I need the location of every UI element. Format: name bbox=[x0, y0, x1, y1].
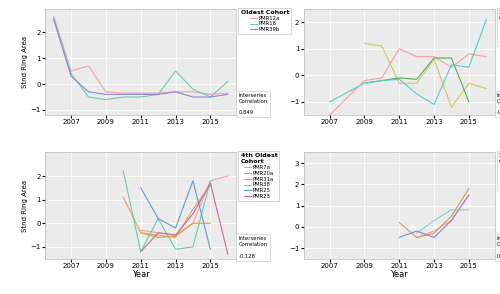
Legend: PMR12a, PMR18, PMR39b: PMR12a, PMR18, PMR39b bbox=[238, 8, 291, 34]
Y-axis label: Stnd Ring Area: Stnd Ring Area bbox=[22, 36, 28, 88]
Text: Interseries
Correlation

0.849: Interseries Correlation 0.849 bbox=[238, 93, 268, 115]
Text: Interseries
Correlation

-0.128: Interseries Correlation -0.128 bbox=[238, 236, 268, 259]
X-axis label: Year: Year bbox=[132, 270, 150, 279]
Legend: PMR7a, PMR20a, PMR31a, PMR38, PMR25, PMR23: PMR7a, PMR20a, PMR31a, PMR38, PMR25, PMR… bbox=[238, 151, 280, 201]
Text: Interseries
Correlation

0.162: Interseries Correlation 0.162 bbox=[497, 236, 500, 259]
Y-axis label: Stnd Ring Area: Stnd Ring Area bbox=[22, 180, 28, 232]
X-axis label: Year: Year bbox=[390, 270, 408, 279]
Legend: PMR13a, PMR14a, PMR37, PMR11b: PMR13a, PMR14a, PMR37, PMR11b bbox=[497, 8, 500, 46]
Legend: PMR11a, PMR8a, PMR32, PMR20b: PMR11a, PMR8a, PMR32, PMR20b bbox=[497, 151, 500, 190]
Text: Interseries
Correlation

-0.172: Interseries Correlation -0.172 bbox=[497, 93, 500, 115]
